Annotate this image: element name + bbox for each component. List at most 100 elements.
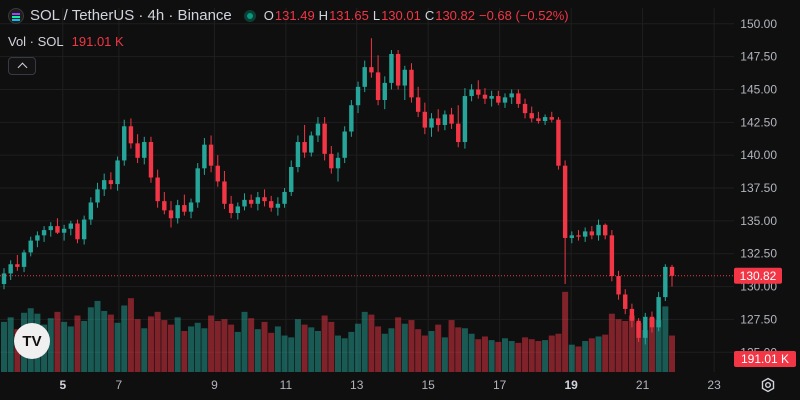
candle xyxy=(148,136,154,183)
candle xyxy=(576,230,581,241)
volume-bar xyxy=(141,328,148,372)
volume-bar xyxy=(455,327,462,372)
time-tick-label: 21 xyxy=(636,378,650,392)
volume-bar xyxy=(555,333,562,372)
volume-bar xyxy=(468,333,475,372)
volume-bar xyxy=(575,346,582,372)
candle-body xyxy=(415,97,421,112)
time-tick-label: 17 xyxy=(493,378,507,392)
collapse-legend-button[interactable] xyxy=(8,57,36,75)
candle-body xyxy=(429,118,434,128)
candle-body xyxy=(609,235,615,277)
candle-body xyxy=(215,165,220,182)
volume-badge-label: 191.01 K xyxy=(741,352,789,366)
volume-bar xyxy=(588,338,595,372)
volume-bar xyxy=(528,339,535,372)
candle-body xyxy=(362,67,367,87)
candle xyxy=(489,90,494,107)
candle-body xyxy=(349,105,354,132)
candle xyxy=(41,226,47,242)
candle-body xyxy=(329,153,334,169)
ohlc-close: C130.82 xyxy=(425,8,475,23)
volume-bar xyxy=(134,319,141,372)
volume-bar xyxy=(201,328,208,372)
candle-body xyxy=(115,160,120,185)
candle-body xyxy=(295,142,301,168)
candle xyxy=(188,198,194,219)
price-tick-label: 147.50 xyxy=(740,50,777,64)
candle xyxy=(436,109,441,132)
candle-body xyxy=(382,82,387,100)
volume-bar xyxy=(121,305,128,372)
symbol-title[interactable]: SOL / TetherUS · 4h · Binance xyxy=(30,7,232,24)
candle xyxy=(28,236,33,257)
candle-body xyxy=(536,118,541,122)
candle xyxy=(449,107,454,129)
candle-body xyxy=(148,142,154,178)
volume-bar xyxy=(508,341,515,372)
tradingview-logo[interactable]: TV xyxy=(14,323,50,359)
candle-body xyxy=(369,67,374,73)
volume-bar xyxy=(47,318,54,372)
candle xyxy=(609,230,615,282)
price-axis[interactable]: 150.00 147.50 145.00 142.50 140.00 137.50 135.… xyxy=(740,17,777,360)
market-open-icon xyxy=(243,9,256,22)
volume-bar xyxy=(61,321,68,372)
candle-body xyxy=(262,197,267,202)
candle xyxy=(88,197,94,225)
candle-body xyxy=(15,264,20,267)
candle-body xyxy=(269,201,274,208)
volume-bar xyxy=(228,324,235,372)
candle xyxy=(415,86,421,118)
volume-bar xyxy=(7,317,14,372)
ohlc-high-value: 131.65 xyxy=(329,8,369,23)
volume-bar xyxy=(94,300,101,372)
candle-body xyxy=(402,69,407,86)
candle xyxy=(382,76,387,110)
volume-bar xyxy=(335,335,341,372)
volume-bar xyxy=(348,331,355,372)
volume-bar xyxy=(408,320,415,372)
volume-bar xyxy=(608,313,615,372)
candle-body xyxy=(529,113,534,119)
time-tick-label: 11 xyxy=(280,378,293,392)
volume-bar xyxy=(475,339,482,372)
solana-icon xyxy=(8,7,24,24)
candle-body xyxy=(562,165,568,238)
volume-bar xyxy=(662,306,669,372)
time-axis[interactable]: 5 7 9 11 13 15 17 19 21 23 xyxy=(59,378,721,392)
candle-body xyxy=(88,202,94,220)
candle xyxy=(549,111,554,123)
volume-bar xyxy=(602,334,609,372)
candle xyxy=(115,156,120,191)
volume-bar xyxy=(288,337,295,372)
settings-icon[interactable] xyxy=(760,377,776,393)
price-tick-label: 137.50 xyxy=(740,181,777,195)
candle xyxy=(603,223,608,240)
volume-bar xyxy=(502,338,508,372)
candle xyxy=(322,117,327,161)
candle-body xyxy=(322,123,327,154)
candle-body xyxy=(162,201,167,211)
candle xyxy=(469,84,474,102)
candle xyxy=(48,222,53,237)
candle-body xyxy=(1,273,7,284)
candle xyxy=(202,138,207,175)
candle-body xyxy=(462,96,468,143)
candle-body xyxy=(442,114,448,125)
candle-body xyxy=(302,142,307,153)
volume-bar xyxy=(415,329,422,372)
candle-body xyxy=(636,320,641,338)
volume-bar xyxy=(615,319,622,372)
volume-bar xyxy=(274,326,281,372)
candle-body xyxy=(623,294,628,309)
price-tick-label: 150.00 xyxy=(740,17,777,31)
volume-bar xyxy=(301,324,308,372)
volume-bar xyxy=(568,344,575,372)
candle-body xyxy=(569,235,574,238)
candle xyxy=(248,194,254,208)
volume-title[interactable]: Vol · SOL xyxy=(8,34,64,49)
volume-bar xyxy=(321,315,328,372)
candle-body xyxy=(496,96,501,103)
